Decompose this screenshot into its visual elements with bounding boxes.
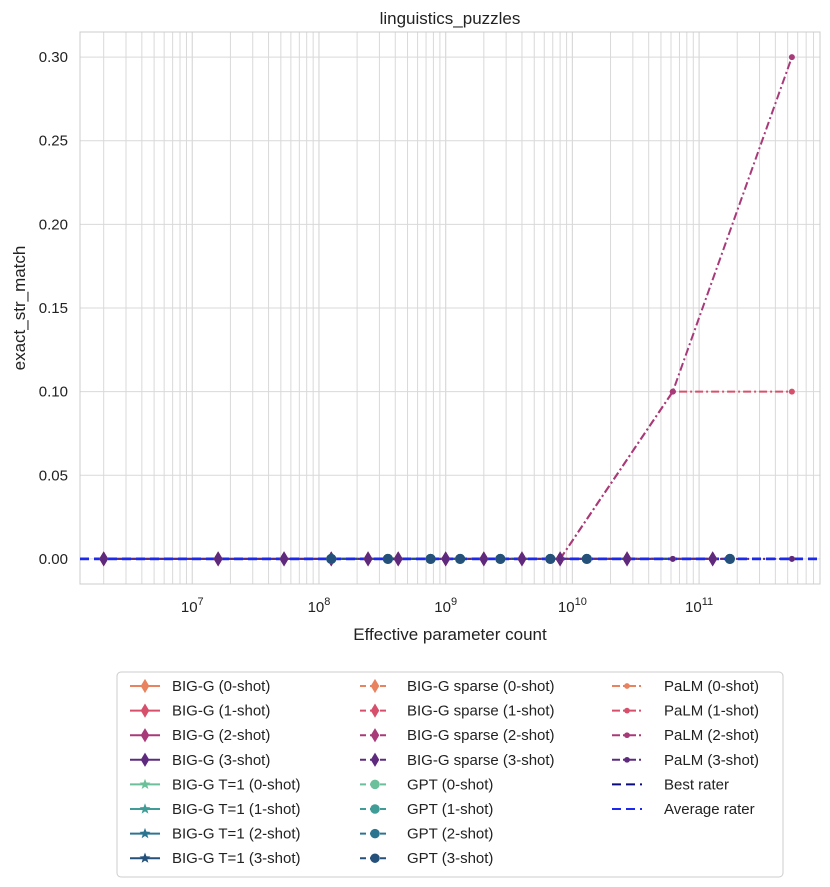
legend-marker xyxy=(370,703,380,718)
legend-label: GPT (2-shot) xyxy=(407,826,493,843)
data-point xyxy=(479,551,489,567)
legend-marker xyxy=(140,678,150,694)
data-point xyxy=(557,555,564,562)
data-point xyxy=(669,388,676,395)
legend-marker xyxy=(370,779,380,790)
legend-marker xyxy=(140,703,150,718)
legend-marker xyxy=(624,732,630,739)
y-tick-label: 0.00 xyxy=(39,551,68,568)
data-point xyxy=(669,555,676,562)
x-tick-labels: 107 108 109 1010 1011 xyxy=(181,596,713,616)
legend-marker xyxy=(624,756,630,763)
data-point xyxy=(788,54,795,61)
data-point xyxy=(213,551,223,567)
legend-label: PaLM (3-shot) xyxy=(664,752,759,769)
data-point xyxy=(363,551,373,567)
legend-marker xyxy=(140,728,150,743)
legend-label: Best rater xyxy=(664,776,729,793)
legend-label: BIG-G T=1 (0-shot) xyxy=(172,776,301,793)
legend-marker xyxy=(370,752,380,767)
data-point xyxy=(545,553,556,564)
data-point xyxy=(393,551,403,567)
legend-label: BIG-G T=1 (3-shot) xyxy=(172,850,301,867)
data-point xyxy=(788,388,795,395)
legend-label: BIG-G T=1 (2-shot) xyxy=(172,826,301,843)
legend-marker xyxy=(370,804,380,814)
data-point xyxy=(382,553,393,564)
x-tick-label: 1010 xyxy=(558,596,587,616)
y-tick-label: 0.10 xyxy=(39,384,68,401)
legend-marker xyxy=(139,778,151,790)
legend-label: BIG-G (0-shot) xyxy=(172,678,270,695)
data-point xyxy=(455,553,466,564)
legend-frame xyxy=(116,671,784,878)
legend-marker xyxy=(370,853,380,863)
x-axis-title: Effective parameter count xyxy=(353,625,547,644)
y-tick-label: 0.20 xyxy=(39,216,68,233)
data-point xyxy=(279,551,289,567)
legend-marker xyxy=(370,678,380,694)
data-point xyxy=(425,553,436,564)
legend-marker xyxy=(370,828,380,839)
legend-marker xyxy=(139,827,151,839)
data-point xyxy=(495,553,506,564)
grid xyxy=(80,32,821,584)
y-tick-label: 0.05 xyxy=(39,467,68,484)
legend-label: BIG-G sparse (1-shot) xyxy=(407,703,555,720)
legend-label: BIG-G T=1 (1-shot) xyxy=(172,801,301,818)
series-line xyxy=(559,56,793,560)
legend-label: GPT (1-shot) xyxy=(407,801,493,818)
y-tick-label: 0.25 xyxy=(39,133,68,150)
y-tick-label: 0.30 xyxy=(39,49,68,66)
legend-marker xyxy=(370,728,380,743)
legend-label: GPT (3-shot) xyxy=(407,850,493,867)
legend-marker xyxy=(624,683,630,689)
legend-label: BIG-G sparse (3-shot) xyxy=(407,752,555,769)
chart-title: linguistics_puzzles xyxy=(380,9,521,28)
legend-label: GPT (0-shot) xyxy=(407,776,493,793)
legend-label: PaLM (2-shot) xyxy=(664,727,759,744)
legend-label: BIG-G (2-shot) xyxy=(172,727,270,744)
y-tick-labels: 0.00 0.05 0.10 0.15 0.20 0.25 0.30 xyxy=(39,49,68,568)
data-point xyxy=(622,551,632,567)
legend-label: BIG-G (3-shot) xyxy=(172,752,270,769)
data-point xyxy=(99,551,109,567)
legend-label: Average rater xyxy=(664,801,755,818)
data-point xyxy=(581,553,592,564)
x-tick-label: 109 xyxy=(434,596,457,616)
data-point xyxy=(788,555,795,562)
y-axis-title: exact_str_match xyxy=(10,246,29,371)
legend-marker xyxy=(140,752,150,767)
legend: BIG-G (0-shot) BIG-G (1-shot) BIG-G (2-sho… xyxy=(130,678,759,867)
legend-label: PaLM (0-shot) xyxy=(664,678,759,695)
legend-marker xyxy=(139,803,151,814)
y-tick-label: 0.15 xyxy=(39,300,68,317)
data-point xyxy=(441,551,451,567)
legend-label: PaLM (1-shot) xyxy=(664,703,759,720)
plot-frame xyxy=(79,31,821,585)
legend-marker xyxy=(624,707,630,714)
legend-label: BIG-G (1-shot) xyxy=(172,703,270,720)
legend-marker xyxy=(139,852,151,863)
data-point xyxy=(708,551,718,567)
x-tick-label: 1011 xyxy=(685,596,713,616)
x-tick-label: 107 xyxy=(181,596,204,616)
legend-label: BIG-G sparse (0-shot) xyxy=(407,678,555,695)
legend-label: BIG-G sparse (2-shot) xyxy=(407,727,555,744)
x-tick-label: 108 xyxy=(308,596,331,616)
data-point xyxy=(326,553,337,564)
data-point xyxy=(724,553,735,564)
data-point xyxy=(517,551,527,567)
series-markers xyxy=(99,54,795,567)
